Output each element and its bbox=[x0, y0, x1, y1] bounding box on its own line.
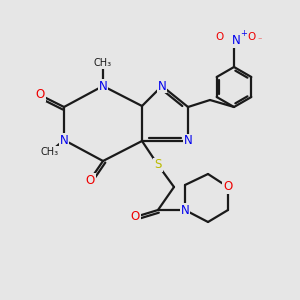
Text: S: S bbox=[154, 158, 162, 172]
Text: O: O bbox=[85, 173, 94, 187]
Text: O: O bbox=[248, 32, 256, 42]
Text: ⁻: ⁻ bbox=[258, 35, 262, 44]
Text: N: N bbox=[99, 80, 107, 92]
Text: CH₃: CH₃ bbox=[94, 58, 112, 68]
Text: O: O bbox=[130, 211, 140, 224]
Text: O: O bbox=[224, 181, 232, 194]
Text: N: N bbox=[60, 134, 68, 146]
Text: N: N bbox=[181, 203, 189, 217]
Text: N: N bbox=[184, 134, 192, 148]
Text: O: O bbox=[216, 32, 224, 42]
Text: N: N bbox=[232, 34, 240, 47]
Text: +: + bbox=[241, 29, 248, 38]
Text: O: O bbox=[35, 88, 45, 101]
Text: N: N bbox=[158, 80, 166, 92]
Text: CH₃: CH₃ bbox=[41, 147, 59, 157]
